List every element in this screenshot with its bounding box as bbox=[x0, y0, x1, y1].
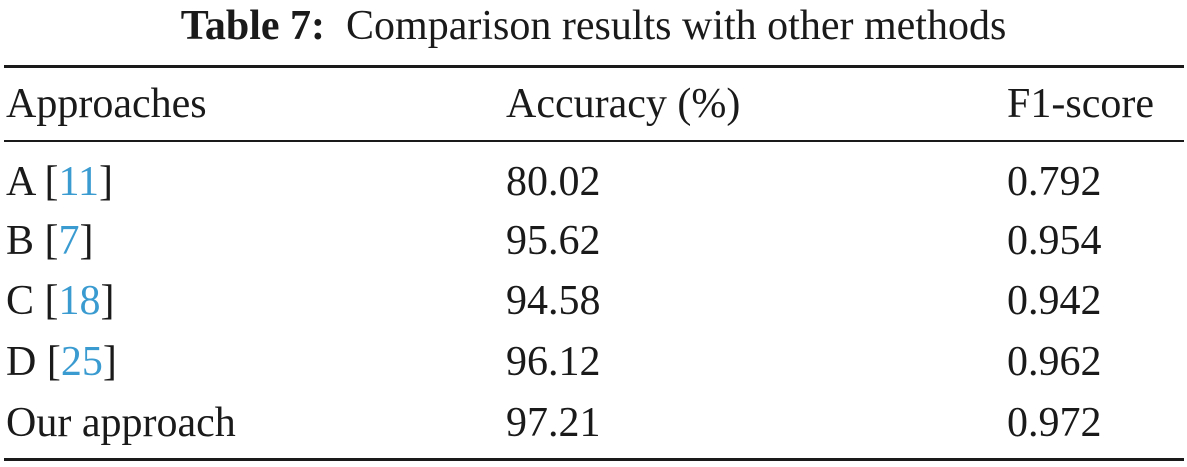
table-row: Our approach 97.21 0.972 bbox=[0, 398, 1187, 448]
f1-cell: 0.792 bbox=[1007, 159, 1102, 205]
table-row: C [18] 94.58 0.942 bbox=[0, 276, 1187, 326]
approach-name: C bbox=[6, 278, 35, 324]
accuracy-cell: 96.12 bbox=[506, 339, 601, 385]
approach-name: D bbox=[6, 339, 37, 385]
f1-cell: 0.962 bbox=[1007, 339, 1102, 385]
approach-name-cell: C [18] bbox=[6, 278, 115, 324]
table-caption: Table 7: Comparison results with other m… bbox=[0, 2, 1187, 50]
table-caption-text: Comparison results with other methods bbox=[346, 3, 1007, 49]
f1-cell: 0.954 bbox=[1007, 218, 1102, 264]
accuracy-cell: 97.21 bbox=[506, 400, 601, 446]
table-row: D [25] 96.12 0.962 bbox=[0, 337, 1187, 387]
accuracy-cell: 94.58 bbox=[506, 278, 601, 324]
citation-link[interactable]: 11 bbox=[58, 159, 99, 205]
approach-name-cell: D [25] bbox=[6, 339, 117, 385]
header-approaches: Approaches bbox=[6, 81, 207, 127]
table-header-row: Approaches Accuracy (%) F1-score bbox=[0, 79, 1187, 129]
approach-name: B bbox=[6, 218, 35, 264]
table-caption-label: Table 7: bbox=[180, 3, 326, 49]
approach-name: Our approach bbox=[6, 400, 236, 446]
citation-link[interactable]: 25 bbox=[60, 339, 103, 385]
table-header-rule bbox=[4, 140, 1184, 142]
header-f1-score: F1-score bbox=[1007, 81, 1154, 127]
f1-cell: 0.942 bbox=[1007, 278, 1102, 324]
table-bottom-rule bbox=[4, 458, 1184, 461]
citation-link[interactable]: 7 bbox=[58, 218, 80, 264]
table-top-rule bbox=[4, 65, 1184, 68]
header-accuracy: Accuracy (%) bbox=[506, 81, 741, 127]
f1-cell: 0.972 bbox=[1007, 400, 1102, 446]
accuracy-cell: 95.62 bbox=[506, 218, 601, 264]
accuracy-cell: 80.02 bbox=[506, 159, 601, 205]
approach-name: A bbox=[6, 159, 35, 205]
approach-name-cell: B [7] bbox=[6, 218, 94, 264]
table-row: B [7] 95.62 0.954 bbox=[0, 216, 1187, 266]
table-row: A [11] 80.02 0.792 bbox=[0, 157, 1187, 207]
citation-link[interactable]: 18 bbox=[58, 278, 101, 324]
approach-name-cell: A [11] bbox=[6, 159, 113, 205]
